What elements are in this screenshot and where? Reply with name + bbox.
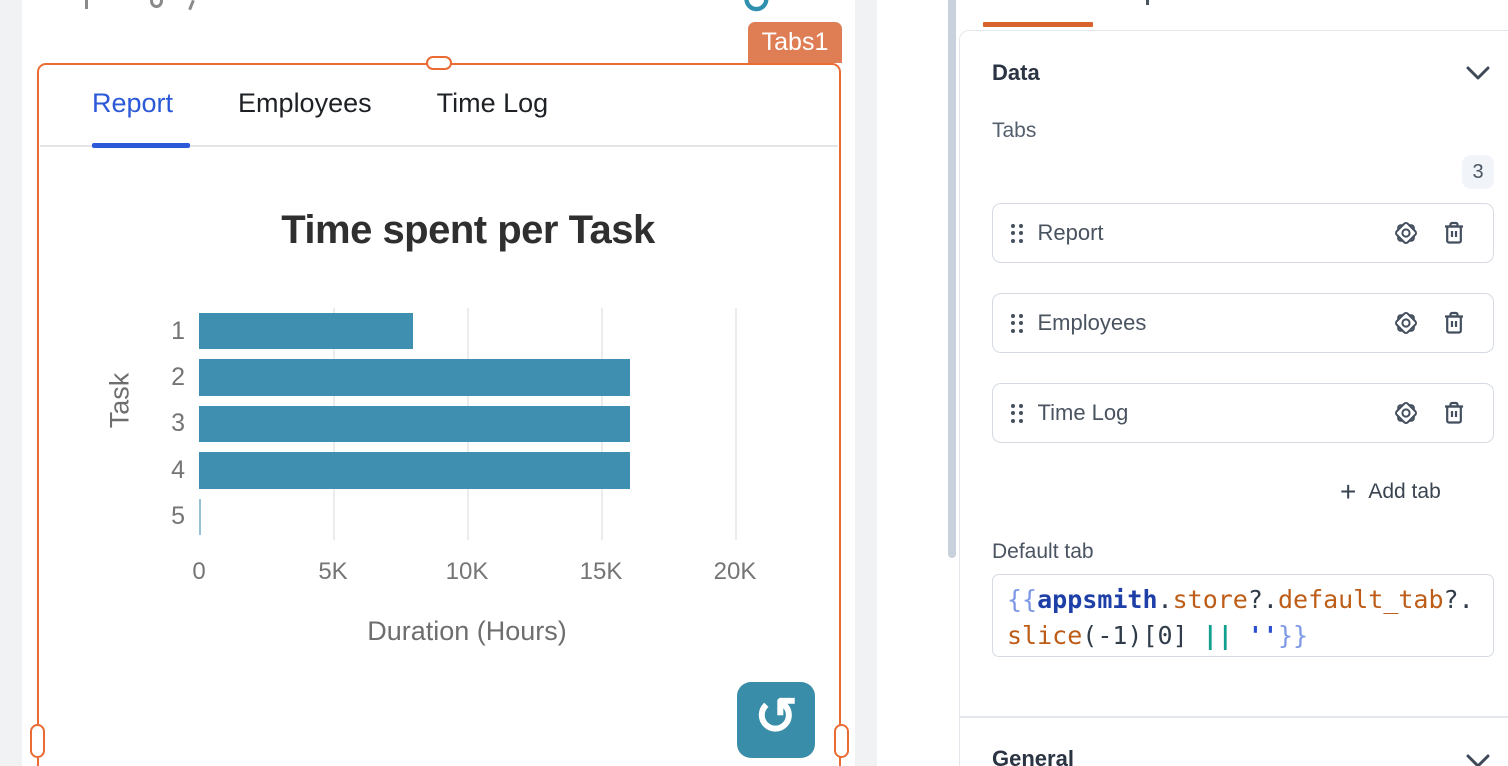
drag-handle-icon[interactable] (1011, 403, 1023, 423)
tab-item-employees[interactable]: Employees (992, 293, 1494, 353)
plus-icon: + (1340, 476, 1357, 507)
tab-item-time-log[interactable]: Time Log (992, 383, 1494, 443)
tabs-count-badge: 3 (1462, 155, 1494, 189)
bar-task-2[interactable] (199, 359, 631, 396)
x-tick-label: 0 (192, 558, 206, 585)
clipped-refresh-icon: ↺ (741, 0, 773, 22)
pane-section-divider (959, 716, 1508, 718)
code-token: '' (1247, 621, 1278, 650)
tab-item-label: Time Log (1037, 400, 1129, 425)
x-tick-label: 5K (318, 558, 348, 585)
code-token: appsmith (1037, 585, 1158, 614)
code-token: (-1)[0] (1082, 621, 1203, 650)
default-tab-code-input[interactable]: {{appsmith.store?.default_tab?.slice(-1)… (992, 574, 1494, 657)
chart-title: Time spent per Task (281, 208, 655, 252)
chevron-down-icon[interactable] (1466, 754, 1490, 766)
chart-y-axis-label: Task (104, 372, 135, 429)
drag-handle-icon[interactable] (1011, 313, 1023, 333)
category-label: 5 (171, 502, 185, 531)
code-token: default_tab (1277, 585, 1444, 614)
category-label: 3 (171, 409, 185, 438)
pane-section-container (959, 30, 1508, 766)
resize-handle-left[interactable] (30, 724, 45, 758)
resize-handle-top[interactable] (426, 56, 452, 70)
canvas-tab-report[interactable]: Report (92, 88, 174, 118)
default-tab-label: Default tab (992, 540, 1094, 563)
gear-icon[interactable] (1393, 220, 1419, 246)
drag-handle-icon[interactable] (1011, 223, 1023, 243)
clipped-pane-tab (1146, 0, 1149, 5)
trash-icon[interactable] (1441, 400, 1467, 426)
add-tab-label: Add tab (1368, 480, 1441, 503)
chart-x-axis-ticks: 0 5K 10K 15K 20K (192, 558, 756, 588)
code-token: ? (1443, 585, 1459, 614)
code-token: . (1157, 585, 1173, 614)
tab-item-label: Report (1037, 220, 1104, 245)
gridline (735, 308, 737, 540)
code-token (1233, 621, 1248, 650)
refresh-icon: ↺ (754, 688, 798, 746)
chevron-down-icon[interactable] (1466, 66, 1490, 80)
chart-x-axis-label: Duration (Hours) (367, 616, 567, 646)
code-token: {{ (1007, 585, 1038, 614)
canvas-left-gutter (0, 0, 22, 766)
code-token: store (1172, 585, 1248, 614)
tab-item-report[interactable]: Report (992, 203, 1494, 263)
gear-icon[interactable] (1393, 400, 1419, 426)
code-token: slice (1007, 621, 1083, 650)
clipped-text-fragment (150, 0, 163, 8)
x-tick-label: 15K (579, 558, 623, 585)
bar-task-1[interactable] (199, 312, 414, 350)
canvas-right-gutter (855, 0, 877, 766)
refresh-button[interactable]: ↺ (737, 682, 815, 758)
data-section-header[interactable]: Data (992, 60, 1040, 85)
category-label: 2 (171, 363, 185, 392)
tab-item-label: Employees (1037, 310, 1147, 335)
tabs-field-label: Tabs (992, 119, 1037, 142)
resize-handle-right[interactable] (834, 724, 849, 758)
clipped-text-fragment (85, 0, 88, 9)
pane-scrollbar[interactable] (948, 0, 956, 558)
trash-icon[interactable] (1441, 310, 1467, 336)
bar-task-5[interactable] (199, 498, 202, 536)
chart-category-labels: 1 2 3 4 5 (145, 308, 185, 540)
active-tab-underline (92, 143, 190, 148)
x-tick-label: 10K (445, 558, 489, 585)
tabbar-divider (40, 145, 838, 147)
bar-task-3[interactable] (199, 405, 631, 443)
widget-tab-bar: Report Employees Time Log (92, 88, 548, 133)
widget-name-badge[interactable]: Tabs1 (748, 22, 842, 63)
trash-icon[interactable] (1441, 220, 1467, 246)
x-tick-label: 20K (713, 558, 757, 585)
chart-plot-area (199, 308, 737, 540)
canvas-tab-time-log[interactable]: Time Log (436, 88, 549, 118)
bar-task-4[interactable] (199, 452, 631, 489)
add-tab-button[interactable]: + Add tab (1340, 476, 1441, 508)
clipped-text-fragment (188, 0, 195, 11)
code-token: || (1202, 621, 1233, 650)
category-label: 1 (171, 316, 185, 345)
code-token: }} (1277, 621, 1309, 650)
general-section-header[interactable]: General (992, 746, 1074, 766)
pane-active-tab-underline (983, 22, 1093, 27)
code-token: ?. (1247, 585, 1278, 614)
canvas-tab-employees[interactable]: Employees (238, 88, 372, 118)
category-label: 4 (171, 455, 185, 484)
code-token: . (1458, 585, 1474, 614)
gear-icon[interactable] (1393, 310, 1419, 336)
